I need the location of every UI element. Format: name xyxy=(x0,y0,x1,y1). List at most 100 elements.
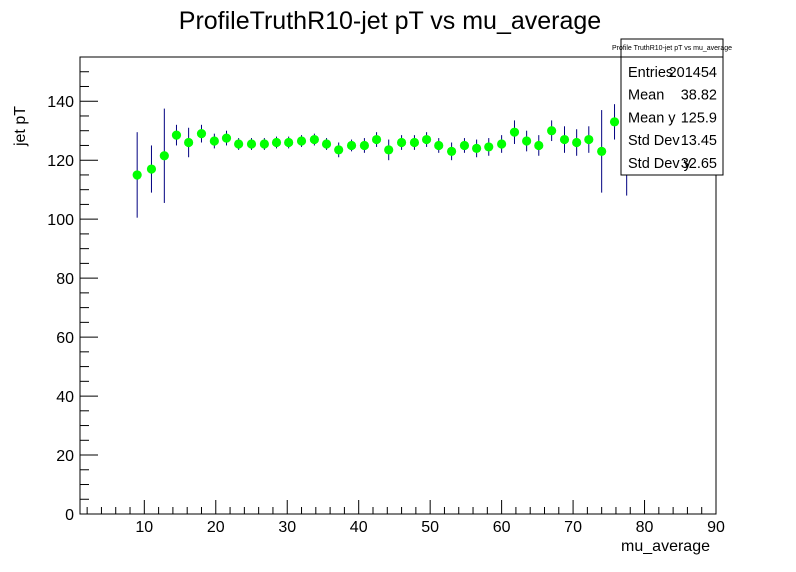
data-point xyxy=(209,133,219,149)
data-point xyxy=(196,124,207,143)
x-tick-label: 80 xyxy=(636,519,654,536)
point-marker xyxy=(534,140,544,151)
x-tick-label: 10 xyxy=(135,519,153,536)
stats-label: Std Dev y xyxy=(628,156,692,172)
stats-label: Std Dev xyxy=(628,133,680,149)
point-marker xyxy=(384,145,394,155)
y-tick-label: 0 xyxy=(65,507,74,524)
y-tick-label: 120 xyxy=(47,153,74,170)
point-marker xyxy=(547,126,557,136)
data-point xyxy=(484,138,494,156)
stats-value: 38.82 xyxy=(681,88,717,104)
data-point xyxy=(572,129,582,156)
point-marker xyxy=(209,136,219,146)
data-point xyxy=(446,142,457,161)
x-axis-label: mu_average xyxy=(621,538,710,555)
point-marker xyxy=(396,137,407,148)
x-tick-label: 60 xyxy=(493,519,511,536)
point-marker xyxy=(246,139,257,149)
data-point xyxy=(309,133,319,146)
point-marker xyxy=(359,140,370,151)
data-point xyxy=(334,142,344,158)
data-point xyxy=(371,132,382,147)
data-point xyxy=(321,138,332,150)
data-point xyxy=(271,136,282,149)
x-tick-label: 30 xyxy=(278,519,296,536)
stats-value: 125.9 xyxy=(681,110,717,126)
point-marker xyxy=(459,140,470,151)
data-point xyxy=(522,130,532,152)
data-point xyxy=(409,135,420,150)
data-point xyxy=(559,126,570,153)
point-marker xyxy=(309,134,319,145)
point-marker xyxy=(584,134,594,145)
data-point xyxy=(221,130,232,146)
point-marker xyxy=(184,137,194,148)
point-marker xyxy=(559,134,570,145)
data-point xyxy=(459,138,470,153)
data-point xyxy=(434,138,444,153)
stats-label: Entries xyxy=(628,65,673,81)
data-point xyxy=(296,135,307,147)
data-point xyxy=(384,139,394,161)
data-points xyxy=(132,104,632,218)
point-marker xyxy=(421,134,432,145)
point-marker xyxy=(597,146,607,156)
point-marker xyxy=(196,129,207,139)
data-point xyxy=(584,126,594,153)
point-marker xyxy=(572,137,582,148)
x-tick-label: 20 xyxy=(207,519,225,536)
point-marker xyxy=(132,170,142,180)
point-marker xyxy=(484,142,494,152)
data-point xyxy=(421,132,432,147)
x-tick-label: 90 xyxy=(707,519,725,536)
point-marker xyxy=(234,139,244,149)
y-tick-label: 40 xyxy=(56,389,74,406)
data-point xyxy=(234,138,244,150)
x-tick-label: 50 xyxy=(421,519,439,536)
x-tick-label: 70 xyxy=(564,519,582,536)
point-marker xyxy=(446,146,457,156)
point-marker xyxy=(509,127,520,137)
data-point xyxy=(159,108,169,203)
stats-value: 13.45 xyxy=(681,133,717,149)
data-point xyxy=(509,120,520,144)
data-point xyxy=(346,139,357,152)
stats-box-title: Profile TruthR10-jet pT vs mu_average xyxy=(612,45,732,52)
y-tick-label: 20 xyxy=(56,448,74,465)
y-tick-label: 80 xyxy=(56,271,74,288)
point-marker xyxy=(221,133,232,143)
data-point xyxy=(171,124,182,146)
stats-label: Mean y xyxy=(628,110,676,126)
point-marker xyxy=(259,139,269,149)
stats-box-frame xyxy=(620,38,724,176)
data-point xyxy=(359,138,370,153)
data-point xyxy=(284,136,294,149)
data-point xyxy=(184,127,194,158)
point-marker xyxy=(334,145,344,155)
stats-label: Mean xyxy=(628,88,664,104)
data-point xyxy=(597,110,607,193)
data-point xyxy=(497,135,507,153)
point-marker xyxy=(146,164,157,174)
y-tick-label: 60 xyxy=(56,330,74,347)
y-axis-label: jet pT xyxy=(12,106,29,147)
data-point xyxy=(609,104,620,140)
point-marker xyxy=(371,134,382,145)
data-point xyxy=(534,135,544,156)
data-point xyxy=(396,135,407,150)
point-marker xyxy=(409,137,420,148)
point-marker xyxy=(159,151,169,161)
point-marker xyxy=(497,139,507,149)
point-marker xyxy=(346,140,357,151)
data-point xyxy=(132,132,142,218)
point-marker xyxy=(522,136,532,146)
point-marker xyxy=(284,137,294,148)
y-tick-label: 140 xyxy=(47,94,74,111)
point-marker xyxy=(321,139,332,149)
x-tick-label: 40 xyxy=(350,519,368,536)
point-marker xyxy=(472,143,482,153)
point-marker xyxy=(434,140,444,151)
y-tick-label: 100 xyxy=(47,212,74,229)
